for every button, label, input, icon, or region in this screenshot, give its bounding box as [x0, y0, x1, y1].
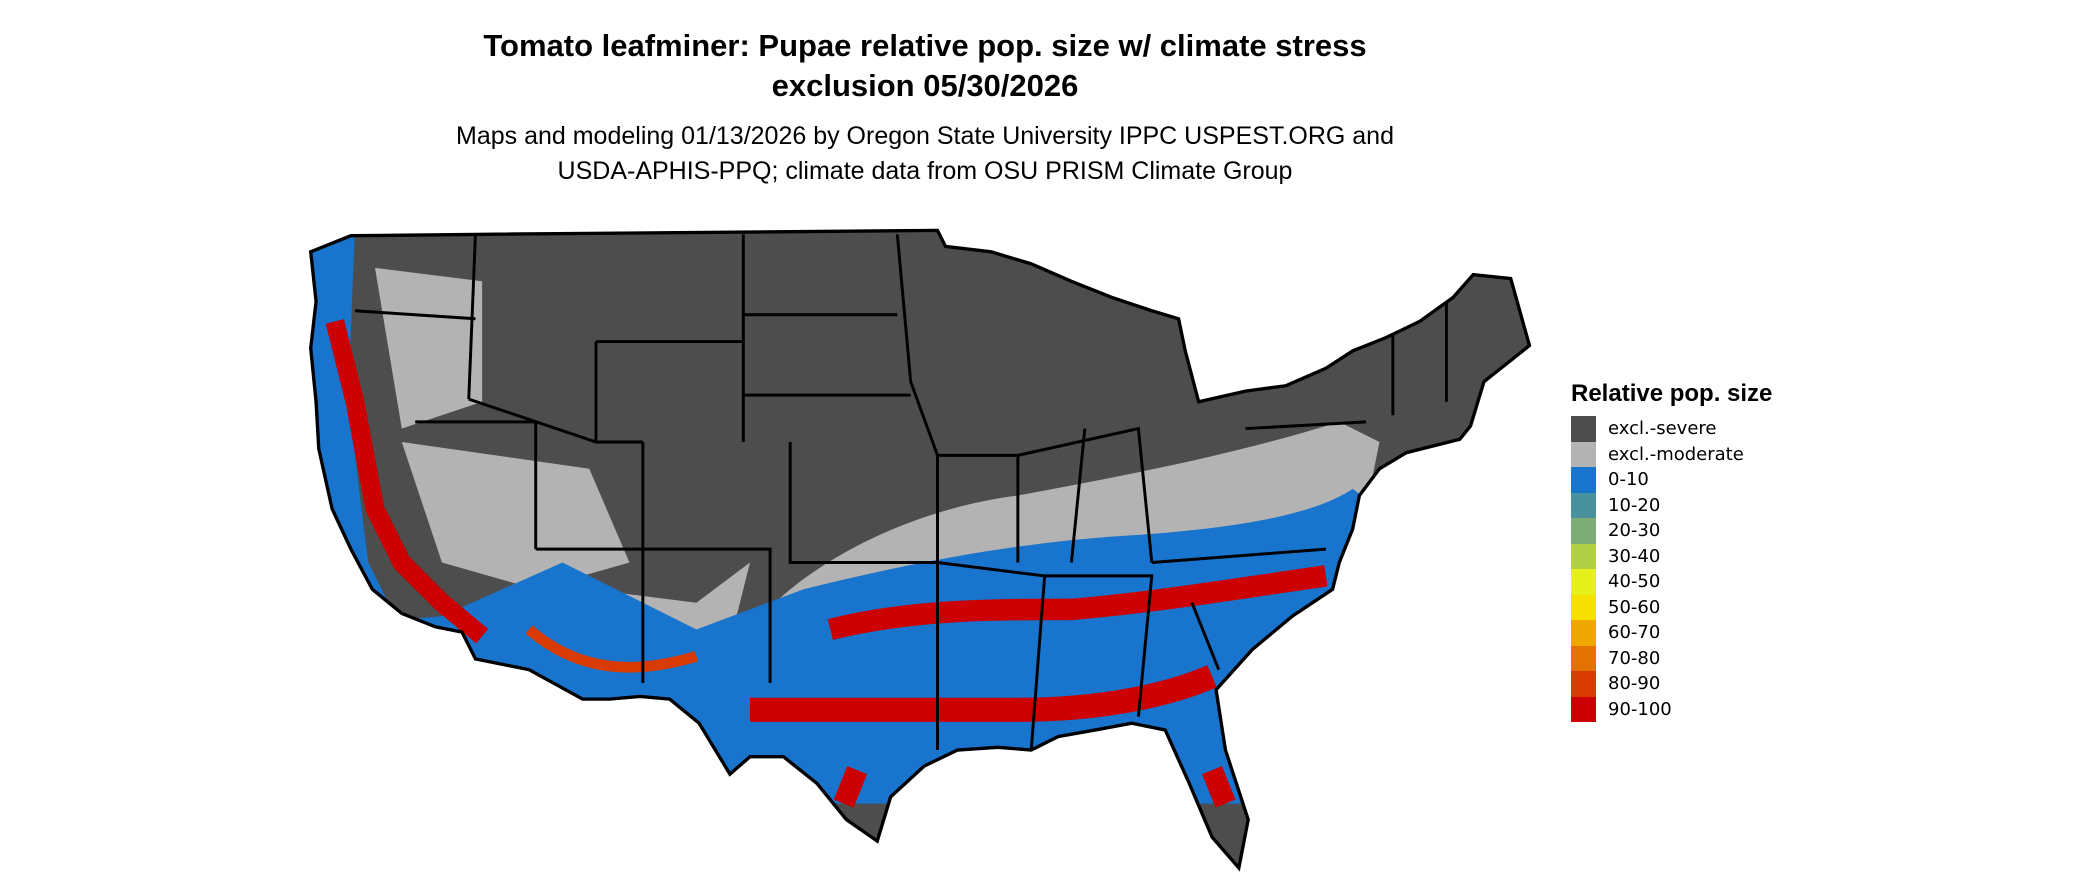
- map-title-date: exclusion 05/30/2026: [771, 68, 1079, 103]
- legend-swatch: [1571, 467, 1596, 493]
- legend-title: Relative pop. size: [1571, 380, 1773, 407]
- legend-item: 90-100: [1571, 696, 1772, 722]
- legend-item: 40-50: [1571, 569, 1772, 595]
- legend-swatch: [1571, 569, 1596, 595]
- legend-swatch: [1571, 492, 1596, 518]
- legend-items: excl.-severe excl.-moderate 0-10 10-20 20-30…: [1571, 416, 1772, 722]
- legend-swatch: [1571, 416, 1596, 442]
- legend-label: 80-90: [1608, 673, 1661, 695]
- legend-item: excl.-moderate: [1571, 441, 1772, 467]
- high-pop-band-gulf: [833, 766, 1236, 808]
- legend-item: 60-70: [1571, 620, 1772, 646]
- legend-label: 40-50: [1608, 571, 1661, 593]
- legend-swatch: [1571, 620, 1596, 646]
- legend-label: excl.-moderate: [1608, 443, 1744, 465]
- legend-item: 10-20: [1571, 492, 1772, 518]
- legend-swatch: [1571, 594, 1596, 620]
- map-subtitle-credit: USDA-APHIS-PPQ; climate data from OSU PR…: [557, 157, 1293, 185]
- legend-label: excl.-severe: [1608, 418, 1717, 440]
- legend-swatch: [1571, 543, 1596, 569]
- legend-item: 20-30: [1571, 518, 1772, 544]
- legend-label: 50-60: [1608, 596, 1661, 618]
- legend-label: 30-40: [1608, 545, 1661, 567]
- legend-label: 60-70: [1608, 622, 1661, 644]
- legend-swatch: [1571, 518, 1596, 544]
- legend-item: excl.-severe: [1571, 416, 1772, 442]
- map-subtitle: Maps and modeling 01/13/2026 by Oregon S…: [456, 122, 1394, 150]
- legend-label: 70-80: [1608, 647, 1661, 669]
- legend-label: 0-10: [1608, 469, 1649, 491]
- high-pop-band-south: [749, 665, 1217, 722]
- high-pop-band-southwest: [525, 625, 698, 673]
- legend-item: 30-40: [1571, 543, 1772, 569]
- legend: Relative pop. size excl.-severe excl.-mod…: [1571, 380, 1772, 722]
- legend-swatch: [1571, 696, 1596, 722]
- legend-item: 50-60: [1571, 594, 1772, 620]
- legend-item: 80-90: [1571, 671, 1772, 697]
- legend-label: 10-20: [1608, 494, 1661, 516]
- legend-label: 90-100: [1608, 698, 1672, 720]
- high-pop-band-california: [325, 319, 489, 644]
- high-pop-band-mid: [827, 565, 1328, 640]
- map-title: Tomato leafminer: Pupae relative pop. si…: [483, 28, 1367, 63]
- legend-item: 70-80: [1571, 645, 1772, 671]
- legend-swatch: [1571, 645, 1596, 671]
- legend-swatch: [1571, 671, 1596, 697]
- legend-swatch: [1571, 441, 1596, 467]
- legend-label: 20-30: [1608, 520, 1661, 542]
- state-borders: [354, 234, 1448, 751]
- legend-item: 0-10: [1571, 467, 1772, 493]
